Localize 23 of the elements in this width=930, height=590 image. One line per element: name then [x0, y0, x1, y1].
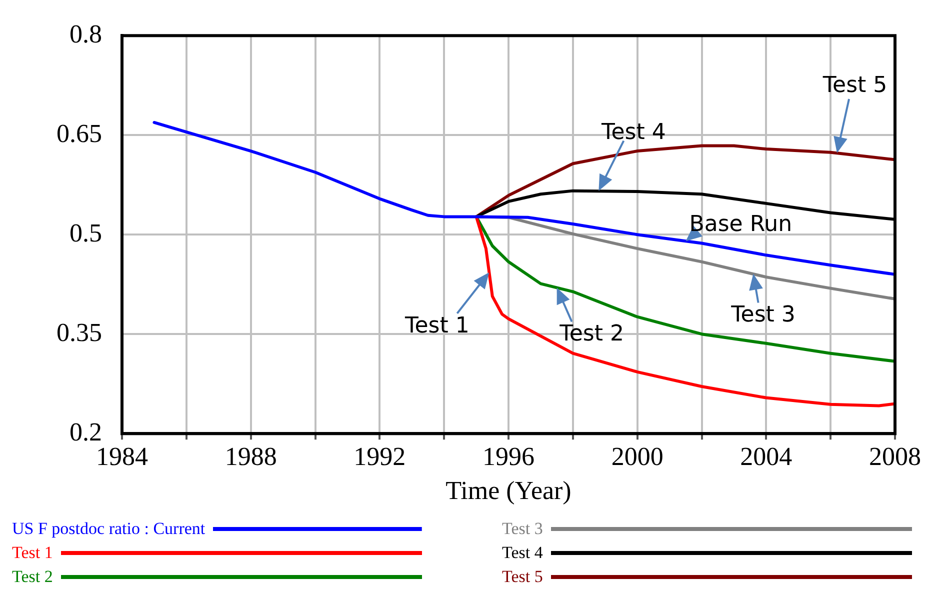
annotation: Test 4 — [600, 120, 666, 145]
x-tick-label: 1992 — [354, 442, 406, 472]
annotation: Test 3 — [730, 302, 796, 328]
x-tick-label: 2004 — [740, 442, 792, 472]
x-axis-title: Time (Year) — [446, 476, 572, 506]
annotation: Test 1 — [404, 313, 470, 338]
text: US F postdoc ratio : Current — [12, 519, 206, 539]
text: Test 2 — [12, 567, 53, 587]
x-tick-label: 2000 — [611, 442, 664, 472]
annotation: Test 5 — [822, 73, 888, 98]
x-tick-label: 1996 — [482, 442, 534, 472]
y-tick-label: 0.8 — [70, 19, 102, 48]
text: Test 4 — [502, 543, 543, 563]
y-tick-label: 0.65 — [56, 118, 102, 148]
text: Test 3 — [502, 519, 543, 539]
annotation: Base Run — [689, 212, 792, 238]
text: Test 1 — [12, 543, 53, 563]
y-tick-label: 0.35 — [56, 318, 102, 347]
y-tick-label: 0.5 — [70, 218, 102, 248]
text: Test 5 — [502, 567, 543, 587]
x-tick-label: 1988 — [224, 442, 277, 472]
annotation: Test 2 — [558, 322, 624, 347]
x-tick-label: 2008 — [869, 442, 921, 472]
